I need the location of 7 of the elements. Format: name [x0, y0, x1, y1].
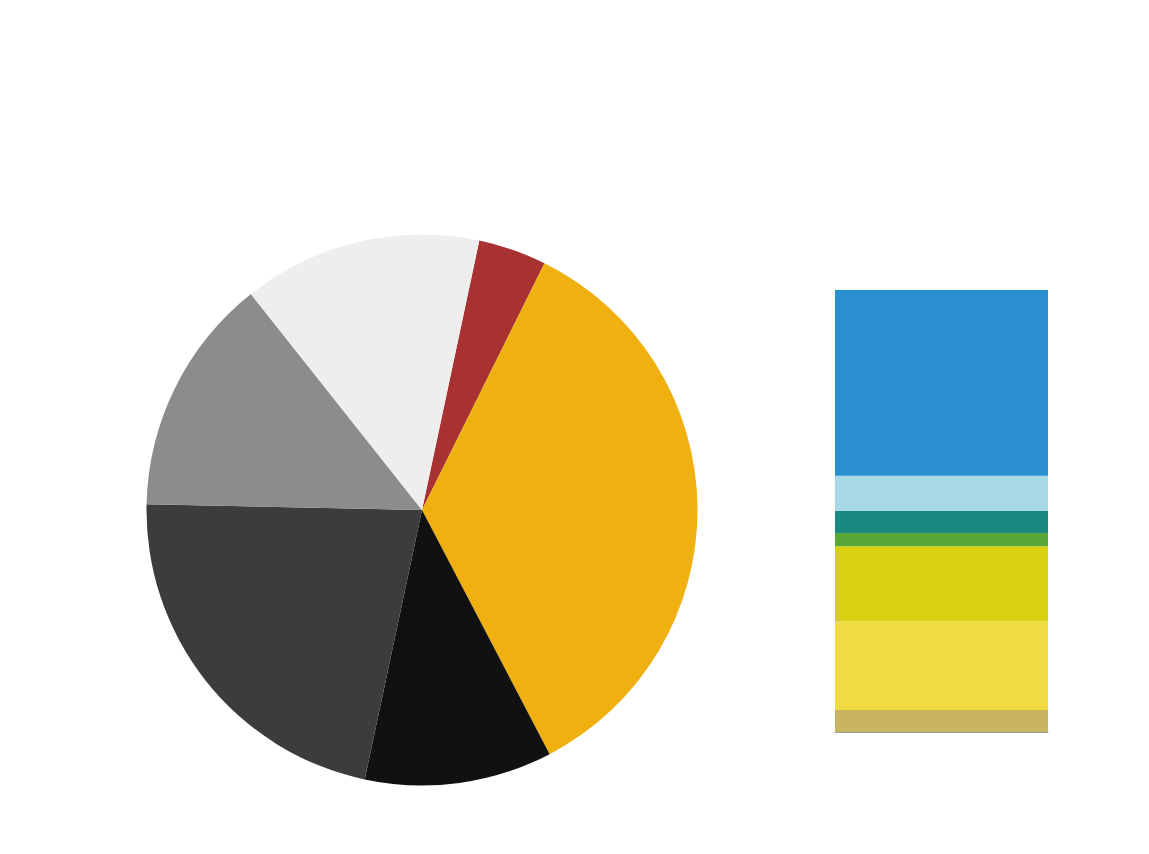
bar — [835, 709, 1048, 732]
bar — [835, 511, 1048, 534]
bar — [835, 621, 1048, 710]
bar — [835, 546, 1048, 622]
bar — [835, 475, 1048, 511]
bar — [835, 290, 1048, 476]
bar — [835, 533, 1048, 547]
